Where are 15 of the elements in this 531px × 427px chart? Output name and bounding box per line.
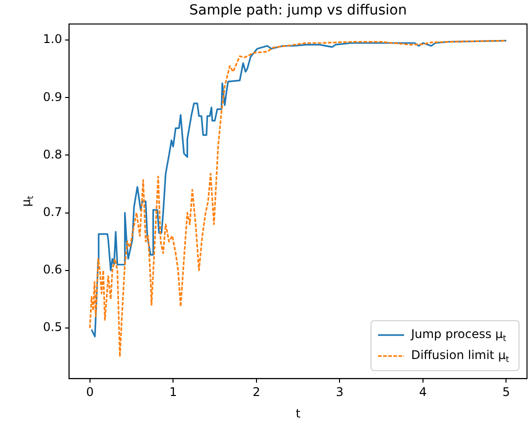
y-tick-label: 0.5 bbox=[42, 320, 62, 334]
y-tick-label: 1.0 bbox=[42, 32, 62, 46]
x-tick-label: 3 bbox=[336, 384, 344, 399]
x-tick-label: 1 bbox=[169, 384, 177, 399]
chart-title: Sample path: jump vs diffusion bbox=[189, 2, 407, 19]
y-tick-label: 0.9 bbox=[42, 90, 62, 104]
y-axis-title: μt bbox=[19, 195, 35, 207]
x-tick-label: 0 bbox=[86, 384, 94, 399]
x-tick-label: 4 bbox=[419, 384, 427, 399]
y-tick-label: 0.7 bbox=[42, 204, 62, 219]
x-axis-title: t bbox=[296, 406, 301, 421]
y-tick-label: 0.8 bbox=[42, 147, 62, 162]
x-tick-label: 2 bbox=[252, 384, 260, 399]
y-tick-label: 0.6 bbox=[42, 262, 62, 277]
x-tick-label: 5 bbox=[502, 384, 510, 399]
